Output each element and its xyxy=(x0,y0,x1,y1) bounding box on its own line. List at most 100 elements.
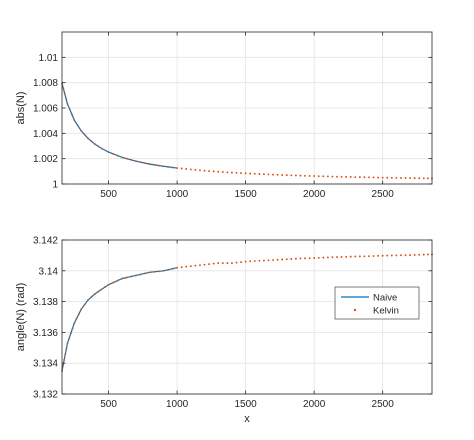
x-axis-label: x xyxy=(244,413,250,425)
series-kelvin-point xyxy=(426,177,429,180)
series-kelvin-point xyxy=(331,175,334,178)
y-tick-label: 3.132 xyxy=(33,390,58,401)
series-kelvin-point xyxy=(208,263,211,266)
series-kelvin-point xyxy=(358,255,361,258)
series-kelvin-point xyxy=(97,145,100,148)
x-tick-label: 1000 xyxy=(166,399,189,410)
series-kelvin-point xyxy=(116,154,119,157)
y-tick-label: 1.006 xyxy=(33,104,58,115)
series-kelvin-point xyxy=(83,133,86,136)
series-kelvin-point xyxy=(249,172,252,175)
series-kelvin-point xyxy=(130,158,133,161)
series-kelvin-point xyxy=(422,177,425,180)
series-kelvin-point xyxy=(326,256,329,259)
series-kelvin-point xyxy=(199,264,201,267)
series-kelvin-point xyxy=(125,276,128,279)
series-kelvin-point xyxy=(121,277,124,280)
series-kelvin-point xyxy=(176,167,179,169)
series-kelvin-point xyxy=(97,290,100,293)
series-kelvin-point xyxy=(294,174,297,177)
series-kelvin-point xyxy=(326,175,329,178)
series-kelvin-point xyxy=(308,257,311,260)
series-kelvin-point xyxy=(358,176,361,179)
series-kelvin-point xyxy=(87,137,89,140)
series-kelvin-point xyxy=(112,281,115,284)
series-kelvin-point xyxy=(135,274,137,277)
series-kelvin-point xyxy=(322,175,325,178)
series-kelvin-point xyxy=(226,171,229,174)
series-kelvin-point xyxy=(304,174,306,177)
series-kelvin-point xyxy=(212,262,215,265)
series-kelvin-point xyxy=(349,176,352,178)
axes-box xyxy=(61,239,433,395)
series-kelvin-point xyxy=(107,283,110,286)
series-kelvin-point xyxy=(377,176,380,179)
series-kelvin-point xyxy=(395,176,398,179)
x-tick-label: 1500 xyxy=(235,399,258,410)
series-kelvin-point xyxy=(285,258,288,261)
series-kelvin-point xyxy=(221,171,224,173)
series-kelvin-point xyxy=(125,157,128,160)
series-kelvin-point xyxy=(185,265,188,268)
series-kelvin-point xyxy=(253,172,256,175)
series-kelvin-point xyxy=(354,255,357,258)
series-kelvin-point xyxy=(386,254,389,257)
series-kelvin-point xyxy=(395,254,398,257)
series-kelvin-point xyxy=(157,164,160,167)
series-kelvin-point xyxy=(83,303,86,306)
series-kelvin-point xyxy=(208,170,211,172)
y-tick-label: 3.138 xyxy=(33,297,58,308)
series-kelvin-point xyxy=(64,353,67,356)
y-tick-label: 1.002 xyxy=(33,154,58,165)
series-kelvin-point xyxy=(153,163,156,166)
series-kelvin-point xyxy=(381,254,384,257)
x-tick-label: 500 xyxy=(100,189,117,200)
series-kelvin-point xyxy=(68,108,71,111)
series-kelvin-point xyxy=(340,255,343,258)
series-kelvin-point xyxy=(212,170,215,173)
series-kelvin-point xyxy=(267,259,270,262)
series-kelvin-point xyxy=(180,167,183,170)
series-kelvin-point xyxy=(422,253,425,256)
series-kelvin-point xyxy=(73,322,76,325)
series-kelvin-point xyxy=(139,273,142,276)
x-tick-label: 1500 xyxy=(235,189,258,200)
series-kelvin-point xyxy=(272,259,274,261)
series-kelvin-point xyxy=(153,270,156,273)
series-kelvin-point xyxy=(276,258,279,261)
series-kelvin-point xyxy=(368,255,370,258)
series-kelvin-point xyxy=(322,256,325,259)
series-kelvin-point xyxy=(244,260,247,263)
y-tick-label: 3.134 xyxy=(33,359,58,370)
series-kelvin-point xyxy=(73,119,76,122)
series-kelvin-point xyxy=(167,165,169,168)
series-kelvin-point xyxy=(199,169,201,172)
series-kelvin-point xyxy=(130,275,133,278)
series-kelvin-point xyxy=(285,174,288,177)
series-kelvin-point xyxy=(281,174,284,176)
series-kelvin-point xyxy=(65,347,68,350)
series-kelvin-point xyxy=(267,173,270,176)
y-axis-label: abs(N) xyxy=(15,91,27,124)
series-kelvin-point xyxy=(413,253,416,256)
series-kelvin-point xyxy=(66,103,69,105)
series-kelvin-point xyxy=(258,259,261,262)
series-kelvin-point xyxy=(331,256,334,259)
series-kelvin-point xyxy=(66,342,69,345)
series-kelvin-point xyxy=(104,286,107,288)
y-tick-label: 1 xyxy=(52,180,58,191)
y-tick-label: 1.004 xyxy=(33,129,58,140)
series-kelvin-point xyxy=(299,257,302,260)
series-kelvin-point xyxy=(368,176,370,179)
series-kelvin-point xyxy=(426,253,429,256)
series-kelvin-point xyxy=(80,308,83,311)
series-kelvin-point xyxy=(185,168,188,170)
x-tick-label: 2500 xyxy=(372,189,395,200)
y-tick-label: 3.136 xyxy=(33,328,58,339)
series-kelvin-point xyxy=(262,173,265,176)
series-kelvin-point xyxy=(171,166,174,169)
series-kelvin-point xyxy=(144,272,147,275)
series-kelvin-point xyxy=(345,175,348,178)
series-kelvin-point xyxy=(230,262,233,265)
